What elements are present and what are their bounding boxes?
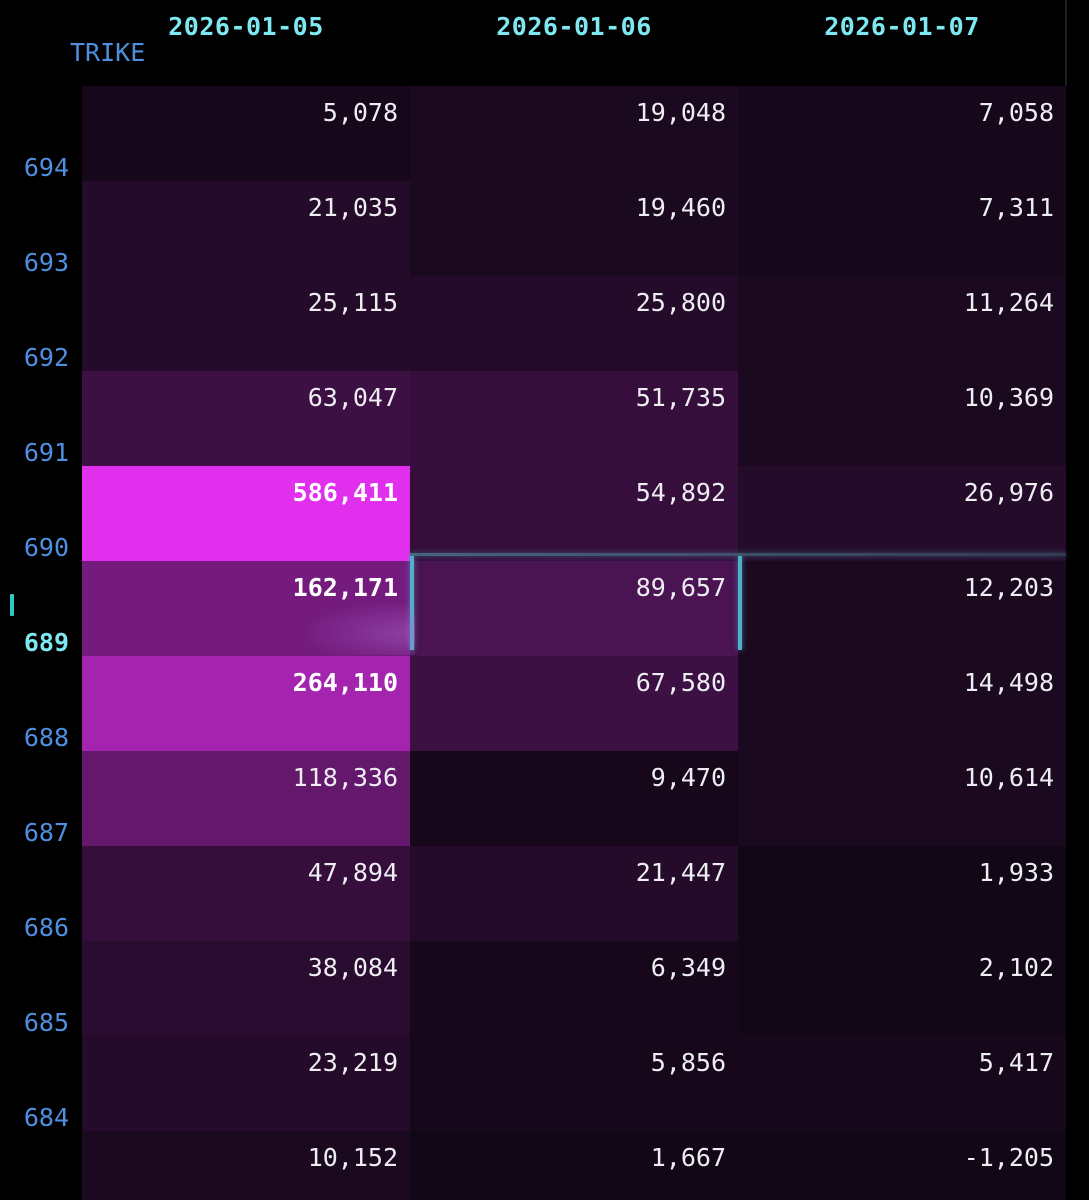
heatmap-cell-694-2026-01-06[interactable]: 19,048 <box>410 86 738 181</box>
heatmap-cell-683-2026-01-06[interactable]: 1,667 <box>410 1131 738 1200</box>
heatmap-cell-690-2026-01-05[interactable]: 586,411 <box>82 466 410 561</box>
heatmap-cell-688-2026-01-05[interactable]: 264,110 <box>82 656 410 751</box>
heatmap-cell-684-2026-01-05[interactable]: 23,219 <box>82 1036 410 1131</box>
heatmap-cell-684-2026-01-07[interactable]: 5,417 <box>738 1036 1066 1131</box>
strike-label-687[interactable]: 687 <box>23 818 69 847</box>
strike-column: 694 693 692 691 690 689 688 687 686 685 684683 <box>0 86 82 1200</box>
date-header-2026-01-07[interactable]: 2026-01-07 <box>824 12 980 41</box>
strike-column-header: TRIKE <box>70 38 146 67</box>
date-header-2026-01-06[interactable]: 2026-01-06 <box>496 12 652 41</box>
heatmap-cell-687-2026-01-07[interactable]: 10,614 <box>738 751 1066 846</box>
heatmap-cell-687-2026-01-06[interactable]: 9,470 <box>410 751 738 846</box>
heatmap-cell-692-2026-01-07[interactable]: 11,264 <box>738 276 1066 371</box>
heatmap-cell-689-2026-01-05[interactable]: 162,171 <box>82 561 410 656</box>
heatmap-cell-694-2026-01-05[interactable]: 5,078 <box>82 86 410 181</box>
strike-label-683[interactable]: 683 <box>24 1131 69 1200</box>
strike-label-686[interactable]: 686 <box>23 913 69 942</box>
heatmap-cell-690-2026-01-06[interactable]: 54,892 <box>410 466 738 561</box>
date-header-2026-01-05[interactable]: 2026-01-05 <box>168 12 324 41</box>
heatmap-cell-693-2026-01-06[interactable]: 19,460 <box>410 181 738 276</box>
heatmap-cell-685-2026-01-05[interactable]: 38,084 <box>82 941 410 1036</box>
heatmap-cell-692-2026-01-06[interactable]: 25,800 <box>410 276 738 371</box>
current-strike-indicator <box>10 594 14 616</box>
strike-label-692[interactable]: 692 <box>23 343 69 372</box>
heatmap-cell-686-2026-01-05[interactable]: 47,894 <box>82 846 410 941</box>
heatmap-grid: 5,078 19,048 7,058 21,035 19,460 7,311 25,115 2… <box>82 86 1066 1200</box>
heatmap-cell-692-2026-01-05[interactable]: 25,115 <box>82 276 410 371</box>
heatmap-cell-683-2026-01-07[interactable]: -1,205 <box>738 1131 1066 1200</box>
strike-label-690[interactable]: 690 <box>23 533 69 562</box>
heatmap-cell-691-2026-01-05[interactable]: 63,047 <box>82 371 410 466</box>
heatmap-cell-693-2026-01-05[interactable]: 21,035 <box>82 181 410 276</box>
strike-label-693[interactable]: 693 <box>23 248 69 277</box>
heatmap-cell-690-2026-01-07[interactable]: 26,976 <box>738 466 1066 561</box>
strike-label-685[interactable]: 685 <box>23 1008 69 1037</box>
atm-divider-line <box>410 553 1066 556</box>
heatmap-cell-684-2026-01-06[interactable]: 5,856 <box>410 1036 738 1131</box>
date-header-row: TRIKE 2026-01-05 2026-01-06 2026-01-07 <box>70 0 1066 86</box>
heatmap-cell-689-2026-01-07[interactable]: 12,203 <box>738 561 1066 656</box>
strike-label-691[interactable]: 691 <box>23 438 69 467</box>
heatmap-cell-689-2026-01-06[interactable]: 89,657 <box>410 561 738 656</box>
atm-marker-1 <box>410 556 414 650</box>
heatmap-cell-694-2026-01-07[interactable]: 7,058 <box>738 86 1066 181</box>
heatmap-cell-686-2026-01-06[interactable]: 21,447 <box>410 846 738 941</box>
header-divider <box>1065 0 1067 86</box>
strike-label-688[interactable]: 688 <box>23 723 69 752</box>
heatmap-cell-688-2026-01-07[interactable]: 14,498 <box>738 656 1066 751</box>
heatmap-cell-685-2026-01-07[interactable]: 2,102 <box>738 941 1066 1036</box>
heatmap-cell-691-2026-01-07[interactable]: 10,369 <box>738 371 1066 466</box>
strike-label-689[interactable]: 689 <box>23 628 69 657</box>
strike-label-694[interactable]: 694 <box>23 153 69 182</box>
heatmap-cell-683-2026-01-05[interactable]: 10,152 <box>82 1131 410 1200</box>
heatmap-cell-687-2026-01-05[interactable]: 118,336 <box>82 751 410 846</box>
heatmap-cell-688-2026-01-06[interactable]: 67,580 <box>410 656 738 751</box>
strike-label-684[interactable]: 684 <box>23 1103 69 1132</box>
heatmap-cell-691-2026-01-06[interactable]: 51,735 <box>410 371 738 466</box>
atm-marker-2 <box>738 556 742 650</box>
heatmap-cell-693-2026-01-07[interactable]: 7,311 <box>738 181 1066 276</box>
heatmap-cell-685-2026-01-06[interactable]: 6,349 <box>410 941 738 1036</box>
heatmap-cell-686-2026-01-07[interactable]: 1,933 <box>738 846 1066 941</box>
